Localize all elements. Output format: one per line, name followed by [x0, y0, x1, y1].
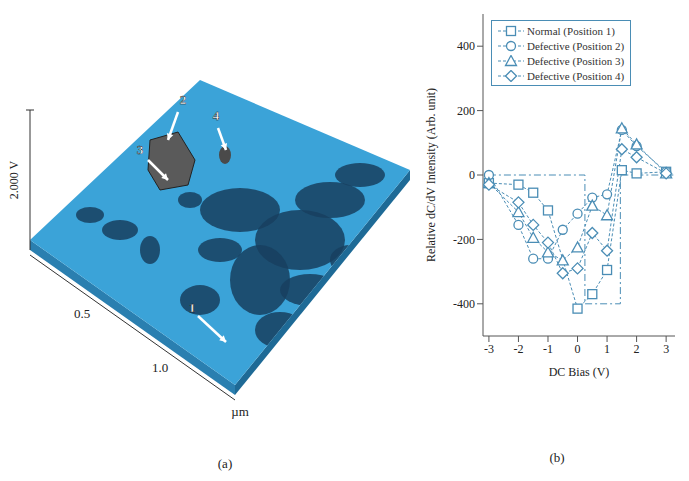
html-text:Defective (Position 3): Defective (Position 3) — [527, 54, 625, 67]
svg-text:2: 2 — [180, 92, 187, 107]
svg-text:DC Bias (V): DC Bias (V) — [549, 365, 610, 379]
svg-text:-2: -2 — [513, 342, 523, 356]
svg-text:1: 1 — [604, 342, 610, 356]
svg-text:200: 200 — [457, 104, 475, 118]
svg-text:µm: µm — [231, 404, 249, 419]
html-text:(b): (b) — [549, 450, 565, 465]
svg-text:-200: -200 — [453, 233, 475, 247]
svg-text:4: 4 — [213, 108, 220, 123]
svg-text:3: 3 — [663, 342, 669, 356]
svg-text:-3: -3 — [484, 342, 494, 356]
svg-text:Relative dC/dV Intensity (Arb.: Relative dC/dV Intensity (Arb. unit) — [425, 88, 438, 262]
html-text:Defective (Position 2): Defective (Position 2) — [527, 39, 625, 52]
svg-text:1: 1 — [189, 300, 196, 315]
svg-text:2.000 V: 2.000 V — [7, 160, 21, 199]
svg-text:0.5: 0.5 — [74, 306, 90, 321]
svg-text:(a): (a) — [218, 456, 232, 471]
svg-text:0: 0 — [575, 342, 581, 356]
svg-text:3: 3 — [137, 142, 144, 157]
html-text:Defective (Position 4): Defective (Position 4) — [527, 69, 625, 82]
svg-text:400: 400 — [457, 39, 475, 53]
html-text:Normal (Position 1): Normal (Position 1) — [527, 24, 615, 37]
svg-text:-1: -1 — [543, 342, 553, 356]
svg-text:1.0: 1.0 — [152, 360, 168, 375]
svg-text:0: 0 — [469, 168, 475, 182]
svg-text:-400: -400 — [453, 297, 475, 311]
svg-text:2: 2 — [634, 342, 640, 356]
